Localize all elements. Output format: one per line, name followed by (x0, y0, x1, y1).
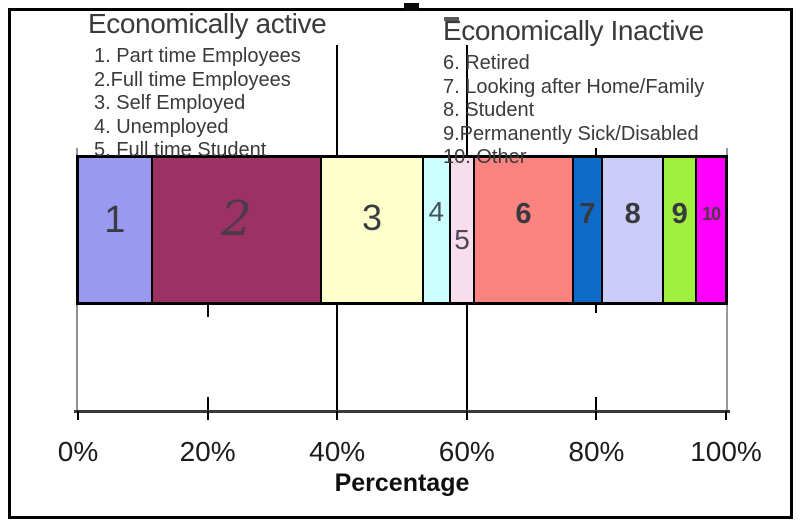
legend-economically-inactive: Economically Inactive 6. Retired 7. Looki… (443, 15, 704, 170)
x-axis-title: Percentage (334, 469, 470, 497)
stacked-bar: 1 2 3 4 5 6 7 8 9 10 (76, 155, 728, 305)
legend-active-items: 1. Part time Employees 2.Full time Employ… (94, 45, 326, 163)
x-tick-label: 20% (179, 436, 236, 467)
legend-economically-active: Economically active 1. Part time Employe… (88, 8, 327, 163)
gridline-80pct (595, 397, 598, 411)
bar-segment-10: 10 (697, 158, 726, 302)
bar-segment-label: 4 (428, 196, 445, 228)
gridline-80pct (595, 303, 598, 313)
legend-title-inactive: Economically Inactive (443, 15, 704, 46)
legend-item: 4. Unemployed (94, 115, 229, 138)
x-tick-label: 80% (568, 436, 625, 467)
legend-item: 7. Looking after Home/Family (443, 75, 705, 98)
x-axis-ticks (77, 411, 727, 421)
bar-segment-3: 3 (322, 158, 424, 302)
border-dash-artifact (444, 17, 459, 21)
x-tick (595, 411, 598, 420)
x-tick (725, 411, 727, 420)
bar-segment-1: 1 (79, 158, 153, 302)
legend-item: 10. Other (443, 146, 527, 168)
bar-segment-5: 5 (450, 158, 476, 302)
legend-item: 2.Full time Employees (94, 68, 291, 91)
gridline-20pct (206, 397, 209, 411)
legend-title-active: Economically active (88, 8, 327, 39)
bar-segment-label: 9 (671, 197, 688, 230)
x-tick-label: 40% (309, 436, 366, 467)
bar-segment-9: 9 (664, 158, 698, 302)
legend-item: 8. Student (443, 99, 535, 121)
border-notch-artifact (404, 3, 419, 11)
figure-border (8, 8, 793, 519)
x-tick (336, 411, 339, 420)
bar-segment-label: 6 (515, 197, 532, 230)
bar-segment-label: 1 (104, 198, 126, 241)
legend-item: 6. Retired (443, 52, 530, 74)
bar-segment-label: 8 (624, 197, 641, 230)
gridline-20pct (206, 303, 209, 317)
bar-segment-2: 2 (152, 158, 323, 302)
x-tick (465, 411, 468, 420)
legend-item: 1. Part time Employees (94, 45, 301, 67)
x-tick-label: 100% (690, 436, 762, 467)
legend-item: 5. Full time Student (94, 139, 267, 161)
legend-item: 9.Permanently Sick/Disabled (443, 122, 699, 145)
x-tick (77, 411, 79, 420)
bar-segment-8: 8 (603, 158, 665, 302)
x-tick-label: 0% (57, 436, 99, 467)
bar-segment-6: 6 (475, 158, 574, 302)
x-tick (206, 411, 209, 420)
x-axis-line (74, 410, 730, 413)
bar-segment-label: 3 (361, 196, 382, 238)
bar-segment-label: 10 (702, 203, 721, 224)
bar-segment-4: 4 (423, 158, 451, 302)
legend-inactive-items: 6. Retired 7. Looking after Home/Family 8.… (443, 52, 704, 170)
gridline-80pct (595, 148, 598, 157)
bar-segment-7: 7 (573, 158, 604, 302)
x-axis-tick-labels: 0% 20% 40% 60% 80% 100% (58, 436, 762, 468)
bar-segment-label: 2 (221, 191, 252, 248)
legend-item: 3. Self Employed (94, 92, 246, 114)
bar-segment-label: 5 (454, 224, 470, 256)
x-tick-label: 60% (438, 436, 495, 467)
bar-segment-label: 7 (579, 197, 596, 230)
